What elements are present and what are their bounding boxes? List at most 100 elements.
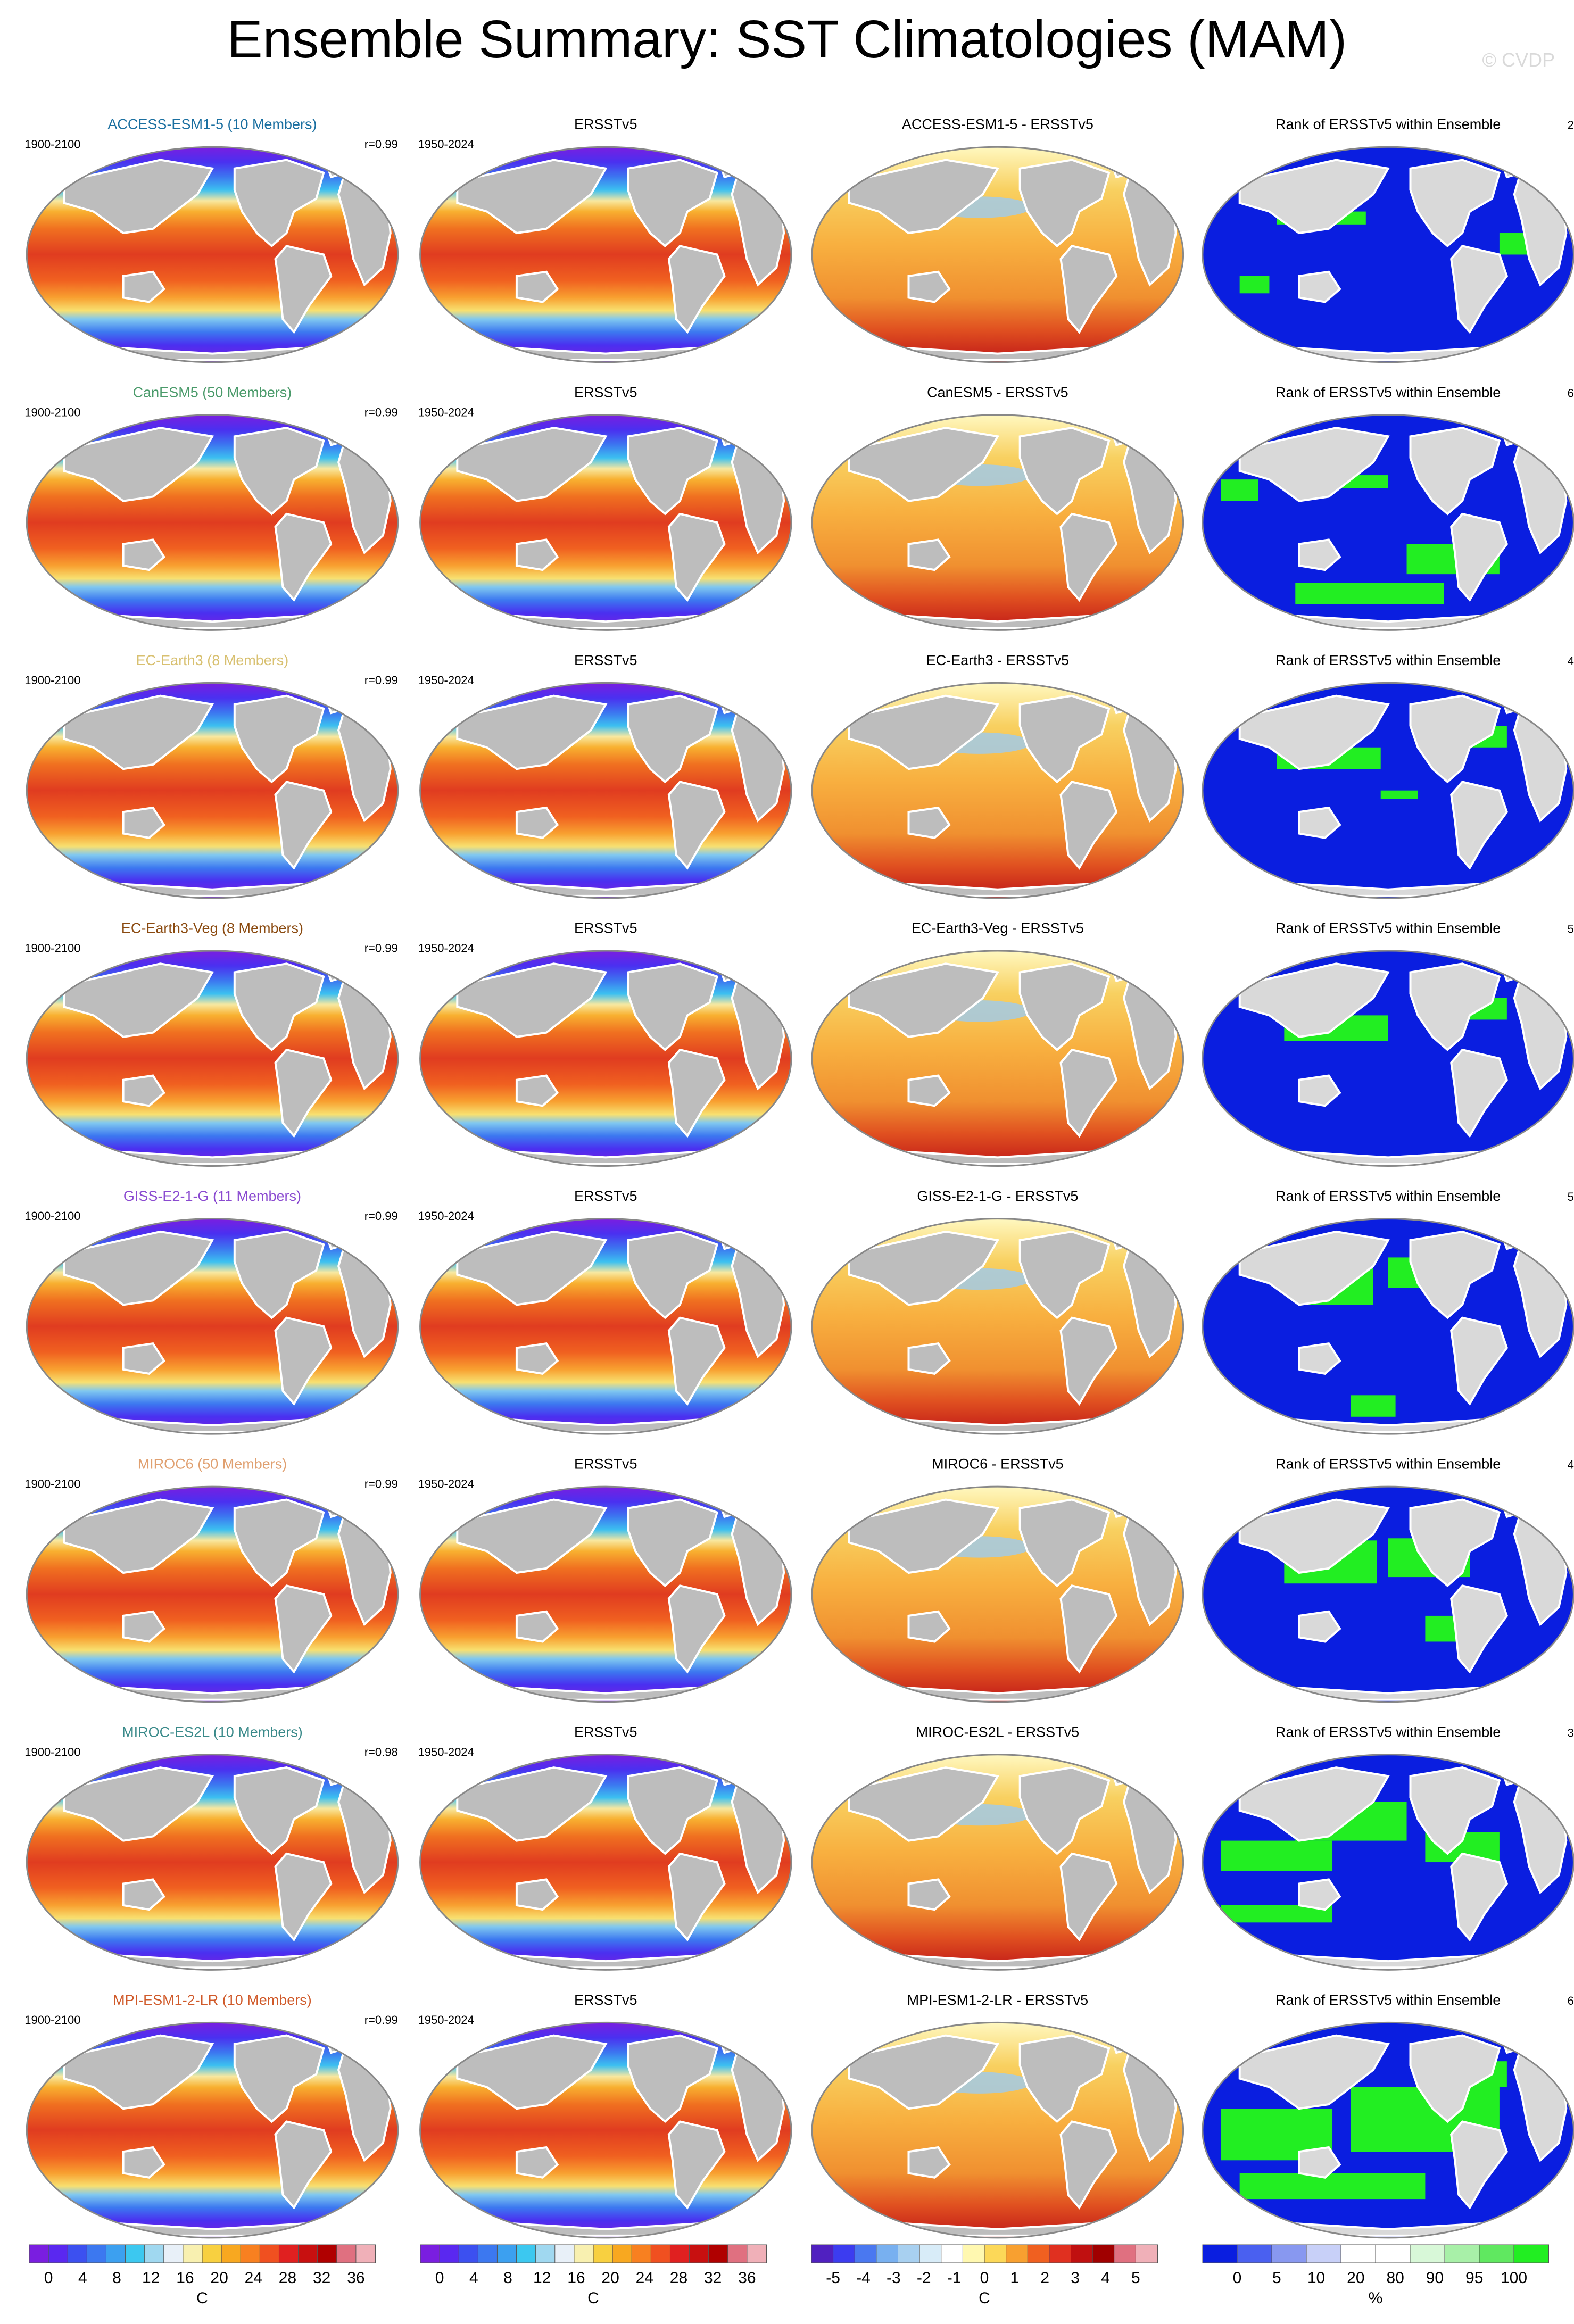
- colorbar-swatch: [554, 2244, 575, 2263]
- colorbar-tick: 20: [1347, 2269, 1364, 2287]
- colorbar-swatch: [984, 2244, 1007, 2263]
- map-outline: [811, 950, 1184, 1167]
- obs-title: ERSSTv5: [574, 1456, 637, 1472]
- colorbar-tick: 24: [636, 2269, 653, 2287]
- map-outline: [811, 146, 1184, 363]
- colorbar-swatch: [420, 2244, 441, 2263]
- period-label: 1900-2100: [24, 674, 80, 687]
- correlation-label: r=0.99: [364, 1209, 398, 1223]
- period-label: 1900-2100: [24, 1209, 80, 1223]
- land: [1059, 1048, 1118, 1138]
- map-outline: [1202, 1485, 1574, 1703]
- colorbar-swatch: [67, 2244, 88, 2263]
- land: [667, 1048, 726, 1138]
- land: [1450, 512, 1509, 602]
- panel-r6-c2: ERSSTv5 1950-2024: [418, 1456, 792, 1703]
- colorbar-tick: 36: [347, 2269, 364, 2287]
- period-label: 1950-2024: [418, 405, 474, 419]
- rank-percent: 4%: [1568, 654, 1574, 668]
- land: [1298, 2146, 1341, 2179]
- land: [907, 1878, 951, 1911]
- land: [1059, 2120, 1118, 2210]
- land: [274, 1852, 333, 1942]
- diff-title: CanESM5 - ERSSTv5: [927, 384, 1068, 400]
- diff-title: GISS-E2-1-G - ERSSTv5: [917, 1188, 1078, 1204]
- colorbar-swatch: [1444, 2244, 1480, 2263]
- panel-r4-c3: EC-Earth3-Veg - ERSSTv5: [811, 920, 1184, 1167]
- land: [515, 1342, 559, 1375]
- land: [1409, 2034, 1501, 2123]
- land: [122, 538, 165, 571]
- colorbar-tick: 12: [142, 2269, 160, 2287]
- colorbar-swatch: [898, 2244, 921, 2263]
- colorbar-tick: 28: [670, 2269, 687, 2287]
- land: [233, 1230, 325, 1319]
- colorbar-tick: -4: [856, 2269, 871, 2287]
- colorbar-tick: 12: [533, 2269, 551, 2287]
- land: [63, 962, 214, 1038]
- correlation-label: r=0.99: [364, 405, 398, 419]
- land: [1450, 1852, 1509, 1942]
- obs-title: ERSSTv5: [574, 117, 637, 132]
- land: [627, 159, 719, 247]
- land: [515, 806, 559, 839]
- land: [848, 694, 1000, 770]
- panel-r7-c4: Rank of ERSSTv5 within Ensemble 3%: [1202, 1724, 1574, 1971]
- land: [1018, 1766, 1111, 1855]
- colorbar-swatch: [163, 2244, 184, 2263]
- land: [456, 2034, 608, 2110]
- rank-high-region: [1239, 276, 1270, 294]
- land: [627, 1230, 719, 1319]
- rank-percent: 3%: [1568, 1726, 1574, 1739]
- land: [1018, 159, 1111, 247]
- colorbar-tick: -3: [887, 2269, 901, 2287]
- land: [122, 1074, 165, 1107]
- rank-title: Rank of ERSSTv5 within Ensemble: [1275, 1724, 1501, 1740]
- land: [1059, 1852, 1118, 1942]
- land: [1450, 245, 1509, 334]
- land: [848, 159, 1000, 235]
- land: [456, 159, 608, 235]
- colorbar-swatch: [298, 2244, 318, 2263]
- colorbar-swatch: [439, 2244, 460, 2263]
- colorbar-swatch: [1513, 2244, 1549, 2263]
- map-outline: [26, 682, 399, 899]
- land: [233, 1498, 325, 1587]
- colorbar-tick: -2: [917, 2269, 931, 2287]
- colorbar-swatch: [941, 2244, 964, 2263]
- colorbar-tick: 0: [1233, 2269, 1242, 2287]
- land: [1059, 781, 1118, 870]
- land: [1238, 159, 1390, 235]
- rank-high-region: [1239, 2173, 1426, 2200]
- colorbar-tick: 100: [1501, 2269, 1527, 2287]
- land: [274, 1316, 333, 1406]
- land: [1018, 1230, 1111, 1319]
- land: [1298, 538, 1341, 571]
- panel-r4-c1: EC-Earth3-Veg (8 Members) 1900-2100 r=0.99: [24, 920, 399, 1167]
- panel-r5-c3: GISS-E2-1-G - ERSSTv5: [811, 1188, 1184, 1435]
- correlation-label: r=0.99: [364, 674, 398, 687]
- rank-percent: 2%: [1568, 119, 1574, 132]
- colorbar-tick: 5: [1131, 2269, 1140, 2287]
- land: [627, 694, 719, 784]
- colorbar-swatch: [1092, 2244, 1115, 2263]
- panel-r7-c2: ERSSTv5 1950-2024: [418, 1724, 792, 1971]
- colorbar-swatch: [1410, 2244, 1445, 2263]
- colorbar-swatch: [1479, 2244, 1514, 2263]
- land: [848, 1230, 1000, 1306]
- land: [274, 245, 333, 334]
- land: [1409, 962, 1501, 1051]
- land: [848, 962, 1000, 1038]
- correlation-label: r=0.98: [364, 1745, 398, 1758]
- colorbar-swatch: [105, 2244, 126, 2263]
- model-title: MPI-ESM1-2-LR (10 Members): [113, 1992, 312, 2008]
- rank-percent: 6%: [1568, 1994, 1574, 2007]
- correlation-label: r=0.99: [364, 942, 398, 955]
- land: [1450, 1048, 1509, 1138]
- map-outline: [419, 2021, 792, 2239]
- colorbar-swatch: [202, 2244, 222, 2263]
- colorbar-swatch: [574, 2244, 594, 2263]
- period-label: 1900-2100: [24, 138, 80, 151]
- colorbar-swatch: [876, 2244, 899, 2263]
